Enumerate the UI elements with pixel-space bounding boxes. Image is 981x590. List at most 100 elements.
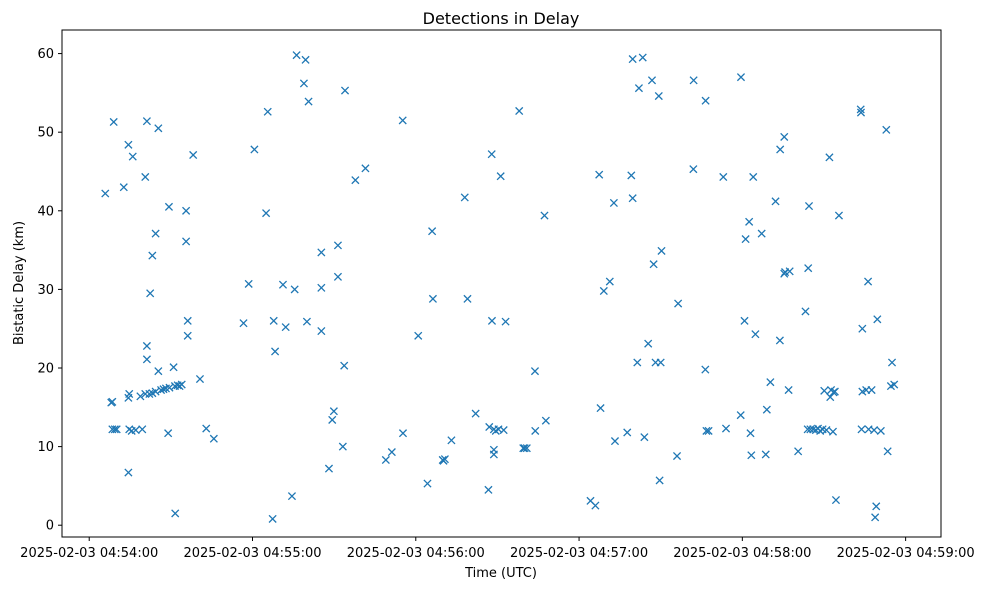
- data-point: [751, 330, 760, 339]
- data-point: [784, 385, 793, 395]
- y-tick-label: 30: [37, 283, 54, 298]
- data-point: [124, 140, 133, 149]
- data-point: [747, 451, 756, 460]
- data-point: [195, 374, 205, 384]
- data-point: [239, 319, 248, 328]
- data-point: [109, 117, 118, 127]
- data-point: [721, 424, 731, 433]
- y-axis-label: Bistatic Delay (km): [12, 221, 27, 345]
- data-point: [638, 53, 647, 62]
- data-point: [644, 339, 653, 348]
- data-point: [858, 324, 867, 333]
- data-point: [633, 358, 642, 367]
- y-tick-label: 50: [37, 126, 54, 141]
- data-point: [428, 227, 437, 236]
- data-point: [628, 194, 637, 203]
- data-point: [501, 317, 510, 326]
- x-axis: 2025-02-03 04:54:00 2025-02-03 04:55:00 20…: [20, 537, 975, 561]
- data-point: [202, 424, 211, 433]
- data-point: [271, 347, 280, 356]
- data-point: [154, 367, 163, 376]
- data-point: [801, 307, 810, 316]
- data-point: [520, 444, 529, 453]
- data-point: [689, 76, 698, 85]
- data-point: [864, 277, 873, 286]
- data-point: [328, 415, 337, 424]
- chart-title: Detections in Delay: [423, 9, 580, 28]
- data-point: [596, 404, 605, 413]
- data-point: [674, 299, 683, 308]
- y-tick-label: 0: [46, 519, 54, 534]
- x-tick-label: 2025-02-03 04:54:00: [20, 546, 158, 561]
- data-point: [440, 455, 449, 464]
- data-point: [381, 455, 390, 465]
- data-markers: [101, 51, 899, 523]
- data-point: [640, 433, 649, 442]
- data-point: [736, 73, 746, 82]
- data-point: [317, 248, 326, 257]
- data-point: [183, 316, 192, 325]
- data-point: [268, 514, 277, 523]
- data-point: [290, 285, 299, 294]
- data-point: [745, 217, 754, 226]
- data-point: [489, 445, 498, 454]
- data-point: [657, 246, 666, 255]
- data-point: [317, 326, 326, 336]
- data-point: [804, 264, 813, 273]
- data-point: [182, 206, 191, 215]
- data-point: [108, 397, 117, 406]
- data-point: [333, 272, 343, 281]
- data-point: [142, 117, 151, 126]
- data-point: [165, 383, 174, 392]
- data-point: [719, 172, 728, 182]
- data-point: [757, 229, 766, 238]
- data-point: [281, 323, 290, 332]
- data-point: [540, 211, 549, 220]
- plot-frame: [61, 29, 942, 538]
- y-tick-label: 60: [37, 47, 54, 62]
- data-point: [338, 442, 347, 451]
- data-point: [278, 280, 288, 289]
- x-tick-label: 2025-02-03 04:59:00: [837, 546, 975, 561]
- data-point: [269, 316, 278, 325]
- data-point: [656, 358, 665, 367]
- data-point: [164, 429, 173, 438]
- data-point: [541, 416, 550, 425]
- data-point: [299, 79, 308, 88]
- data-point: [689, 165, 698, 174]
- data-point: [825, 153, 834, 162]
- data-point: [869, 426, 879, 435]
- data-point: [182, 237, 191, 246]
- data-point: [398, 429, 408, 438]
- data-point: [125, 389, 134, 398]
- data-point: [741, 235, 750, 244]
- data-point: [830, 387, 839, 396]
- data-point: [177, 380, 186, 389]
- x-tick-label: 2025-02-03 04:56:00: [347, 546, 485, 561]
- data-point: [749, 172, 758, 182]
- data-point: [634, 84, 643, 93]
- data-point: [519, 444, 528, 453]
- data-point: [164, 202, 174, 211]
- data-point: [672, 451, 682, 461]
- data-point: [609, 198, 618, 207]
- data-point: [156, 385, 166, 395]
- y-tick-label: 40: [37, 204, 54, 219]
- y-axis: 0 10 20 30 40 50 60: [37, 47, 62, 534]
- data-point: [591, 501, 600, 510]
- data-point: [883, 447, 892, 456]
- data-point: [151, 229, 160, 238]
- data-point: [746, 429, 755, 438]
- data-point: [499, 426, 508, 435]
- data-point: [876, 426, 885, 435]
- data-point: [460, 193, 469, 202]
- y-tick-label: 20: [37, 362, 54, 377]
- data-point: [872, 502, 881, 511]
- data-point: [822, 426, 831, 435]
- data-point: [340, 86, 350, 95]
- data-point: [361, 164, 370, 173]
- data-point: [834, 211, 844, 220]
- data-point: [649, 260, 658, 269]
- data-point: [463, 294, 472, 303]
